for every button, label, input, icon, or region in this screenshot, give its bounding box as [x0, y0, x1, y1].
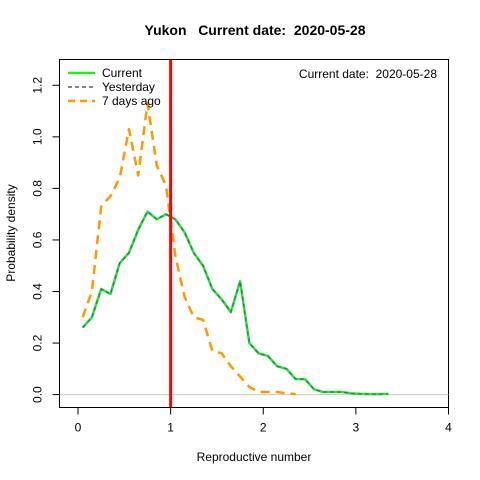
y-axis-label: Probability density — [4, 184, 18, 281]
chart-title: Yukon Current date: 2020-05-28 — [145, 22, 366, 38]
x-tick-label: 1 — [167, 421, 174, 435]
series-group — [81, 59, 389, 408]
x-tick-label: 0 — [75, 421, 82, 435]
y-tick-label: 0.6 — [31, 231, 45, 248]
y-tick-label: 0.0 — [31, 386, 45, 403]
x-axis: 0 1 2 3 4 — [75, 407, 452, 435]
current-date-annotation: Current date: 2020-05-28 — [299, 67, 437, 81]
x-tick-label: 3 — [353, 421, 360, 435]
y-tick-label: 0.8 — [31, 180, 45, 197]
legend-label: Yesterday — [102, 80, 155, 94]
y-tick-label: 0.4 — [31, 283, 45, 300]
y-tick-label: 1.0 — [31, 128, 45, 145]
plot-area — [59, 59, 449, 408]
series-line-yesterday — [82, 210, 389, 395]
x-tick-label: 2 — [260, 421, 267, 435]
plot-frame — [59, 59, 449, 408]
series-line-7-days-ago — [81, 102, 296, 396]
series-line-current — [81, 210, 389, 396]
legend-label: Current — [102, 66, 143, 80]
x-axis-label: Reproductive number — [197, 450, 312, 464]
x-tick-label: 4 — [445, 421, 452, 435]
y-tick-label: 1.2 — [31, 77, 45, 94]
legend-label: 7 days ago — [102, 94, 161, 108]
y-tick-label: 0.2 — [31, 334, 45, 351]
y-axis: 0.0 0.2 0.4 0.6 0.8 1.0 1.2 — [31, 77, 60, 403]
